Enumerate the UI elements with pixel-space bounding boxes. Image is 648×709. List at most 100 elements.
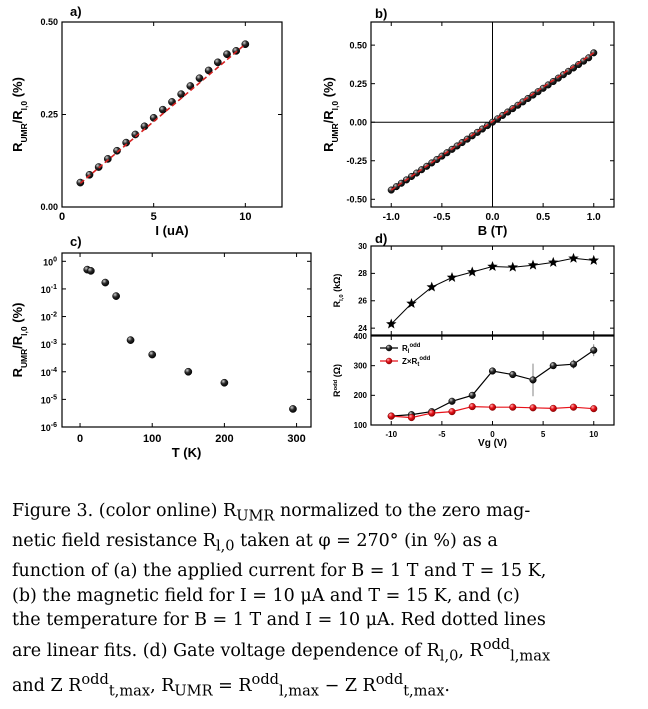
data-point-red: [509, 403, 517, 411]
x-tick-label: -10: [385, 430, 397, 439]
x-tick-label: 1.0: [587, 212, 601, 223]
y-tick-label: 100: [354, 421, 368, 430]
x-axis-label: I (uA): [155, 223, 188, 238]
data-point: [87, 267, 95, 275]
x-tick-label: 300: [287, 433, 305, 445]
y-tick-label: 300: [354, 361, 368, 370]
figure-3: 0 5 100.000.250.50I (uA)RUMR/Rl,0 (%)a) -1…: [10, 4, 615, 460]
x-tick-label: 5: [151, 211, 157, 223]
data-point: [478, 125, 486, 133]
data-point-star: [568, 252, 579, 263]
linear-fit-line: [79, 43, 246, 184]
y-tick-label: 0.00: [40, 202, 58, 212]
data-point-red: [569, 403, 578, 411]
caption-line: function of (a) the applied current for …: [12, 561, 547, 581]
data-point: [448, 397, 456, 405]
data-point-red: [488, 403, 497, 411]
y-axis-label-bottom: Rodd (Ω): [332, 364, 342, 397]
y-tick-label: 0.50: [349, 40, 367, 50]
data-point-star: [386, 318, 397, 329]
y-tick-label: 10-4: [41, 367, 57, 378]
x-tick-label: 0.0: [486, 212, 500, 223]
data-point: [544, 81, 552, 89]
panel-label: d): [375, 231, 387, 246]
data-point-red: [549, 404, 557, 412]
data-point-red: [428, 409, 436, 417]
data-point: [549, 77, 557, 86]
legend-label: Rlodd: [402, 343, 421, 355]
plot-frame: [61, 252, 312, 428]
data-point: [458, 139, 466, 147]
x-tick-label: 0: [490, 430, 495, 439]
panel-c: 0 100 200 300 10-6 10-5 10-4 10-3 10-2 10-1 100 T (…: [10, 234, 312, 460]
panel-b: -1.0 -0.5 0.0 0.5 1.0 -0.50 -0.25 0.00 0.25 0.50 B…: [321, 6, 615, 238]
data-point: [529, 376, 537, 384]
data-point: [385, 344, 393, 352]
panel-label: a): [70, 4, 82, 19]
caption-line: and Z Roddt,max, RUMR = Roddl,max − Z Ro…: [12, 671, 450, 700]
x-tick-label: 0.5: [536, 212, 550, 223]
data-point: [195, 74, 204, 83]
x-tick-label: 0: [59, 211, 65, 223]
x-axis-label: B (T): [478, 223, 508, 238]
x-tick-label: 10: [589, 430, 598, 439]
y-tick-label: 28: [358, 269, 367, 278]
y-tick-label: 24: [358, 324, 367, 333]
x-tick-label: -5: [438, 430, 446, 439]
panel-label: b): [375, 6, 387, 21]
y-tick-label: 0.25: [40, 110, 58, 120]
y-axis-label: RUMR/Rl,0 (%): [321, 77, 340, 152]
x-tick-label: 5: [541, 430, 546, 439]
data-point: [524, 94, 532, 103]
data-point: [101, 278, 110, 287]
panel-d: 24 26 28 30 Rl,0 (kΩ) d) -10 -5 0 5 10 100 200 300 400…: [332, 231, 615, 449]
data-point: [289, 405, 297, 413]
data-point-star: [507, 261, 518, 272]
data-point: [569, 360, 578, 368]
y-tick-label: 200: [354, 391, 368, 400]
panel-a: 0 5 10 0.00 0.25 0.50 I (uA) RUMR/Rl,0 (%) a): [10, 4, 283, 238]
data-point-red: [448, 408, 456, 416]
y-axis-label-top: Rl,0 (kΩ): [332, 274, 345, 308]
x-tick-label: 10: [239, 211, 251, 223]
data-point: [549, 362, 557, 370]
data-point: [488, 367, 497, 375]
panel-label: c): [70, 234, 82, 249]
data-point-red: [590, 405, 598, 413]
y-tick-label: 10-6: [41, 422, 57, 433]
x-tick-label: -0.5: [433, 212, 451, 223]
caption-line: the temperature for B = 1 T and I = 10 μ…: [12, 610, 546, 630]
data-point: [112, 292, 120, 300]
data-point: [184, 367, 193, 376]
y-tick-label: 0.25: [349, 79, 367, 89]
data-point-star: [527, 259, 539, 270]
data-point-star: [426, 281, 437, 292]
data-point: [213, 58, 222, 67]
y-tick-label: 30: [358, 242, 367, 251]
data-point: [590, 346, 598, 354]
y-tick-label: 10-5: [41, 394, 57, 405]
data-point-star: [467, 266, 478, 277]
data-point: [223, 50, 231, 59]
data-point: [158, 105, 167, 114]
figure-caption: Figure 3. (color online) RUMR normalized…: [12, 499, 640, 704]
x-tick-label: 0: [77, 433, 83, 445]
data-point: [468, 391, 476, 399]
y-tick-label: 10-2: [41, 312, 57, 323]
data-point-star: [487, 261, 498, 271]
x-tick-label: -1.0: [383, 212, 401, 223]
legend-label: Z×Rtodd: [402, 356, 431, 368]
data-point: [177, 90, 186, 99]
plot-frame: [61, 21, 283, 208]
data-point: [148, 350, 157, 359]
y-tick-label: 400: [354, 332, 368, 341]
y-tick-label: 100: [43, 256, 57, 267]
data-point: [113, 146, 121, 155]
data-point-red: [385, 357, 393, 365]
caption-line: netic field resistance Rl,0 taken at φ =…: [12, 531, 498, 555]
data-point-star: [446, 271, 458, 282]
caption-line: are linear fits. (d) Gate voltage depend…: [12, 635, 551, 664]
x-tick-label: 200: [215, 433, 233, 445]
data-point-star: [406, 298, 417, 308]
